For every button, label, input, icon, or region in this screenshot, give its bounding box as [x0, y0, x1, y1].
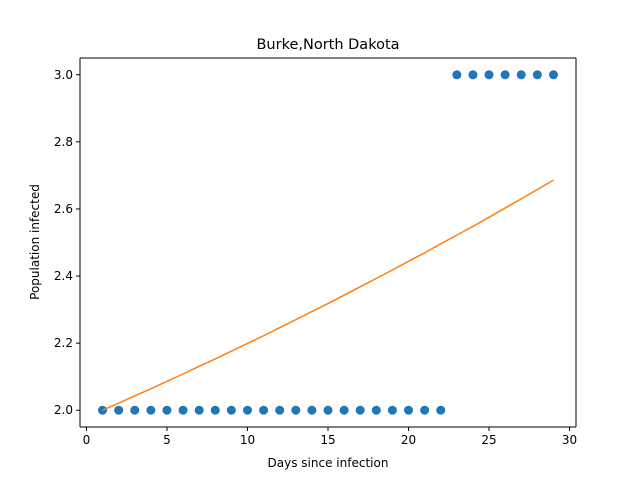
data-point [516, 70, 526, 80]
data-point [468, 70, 478, 80]
x-tick-label: 5 [163, 433, 171, 447]
data-point [210, 405, 220, 415]
data-point [339, 405, 349, 415]
y-tick-label: 2.8 [54, 135, 73, 149]
data-point [194, 405, 204, 415]
data-point [259, 405, 269, 415]
data-point [548, 70, 558, 80]
data-point [323, 405, 333, 415]
fit-line [102, 179, 554, 411]
x-tick-label: 15 [320, 433, 335, 447]
data-point [371, 405, 381, 415]
x-axis-title: Days since infection [268, 456, 389, 470]
plot-area [98, 70, 558, 415]
data-point [162, 405, 172, 415]
y-tick-label: 2.0 [54, 403, 73, 417]
data-point [436, 405, 446, 415]
data-point [242, 405, 252, 415]
x-tick-label: 30 [562, 433, 577, 447]
x-tick-label: 10 [240, 433, 255, 447]
data-point [291, 405, 301, 415]
axes: 0 5 10 15 20 25 30 2.0 2.2 2.4 2.6 2.8 3.0 [54, 57, 577, 447]
x-tick-label: 0 [83, 433, 91, 447]
data-point [275, 405, 285, 415]
y-tick-label: 3.0 [54, 68, 73, 82]
data-point [307, 405, 317, 415]
data-point [420, 405, 430, 415]
y-axis-title: Population infected [28, 184, 42, 300]
data-point [178, 405, 188, 415]
x-tick-label: 25 [481, 433, 496, 447]
data-point [114, 405, 124, 415]
data-point [452, 70, 462, 80]
y-tick-label: 2.6 [54, 202, 73, 216]
x-tick-label: 20 [401, 433, 416, 447]
data-point [146, 405, 156, 415]
chart-title: Burke,North Dakota [256, 37, 399, 53]
data-point [404, 405, 414, 415]
data-point [500, 70, 510, 80]
data-point [387, 405, 397, 415]
data-point [484, 70, 494, 80]
y-tick-label: 2.2 [54, 336, 73, 350]
data-point [532, 70, 542, 80]
data-point [130, 405, 140, 415]
data-point [226, 405, 236, 415]
data-point [355, 405, 365, 415]
y-tick-label: 2.4 [54, 269, 73, 283]
